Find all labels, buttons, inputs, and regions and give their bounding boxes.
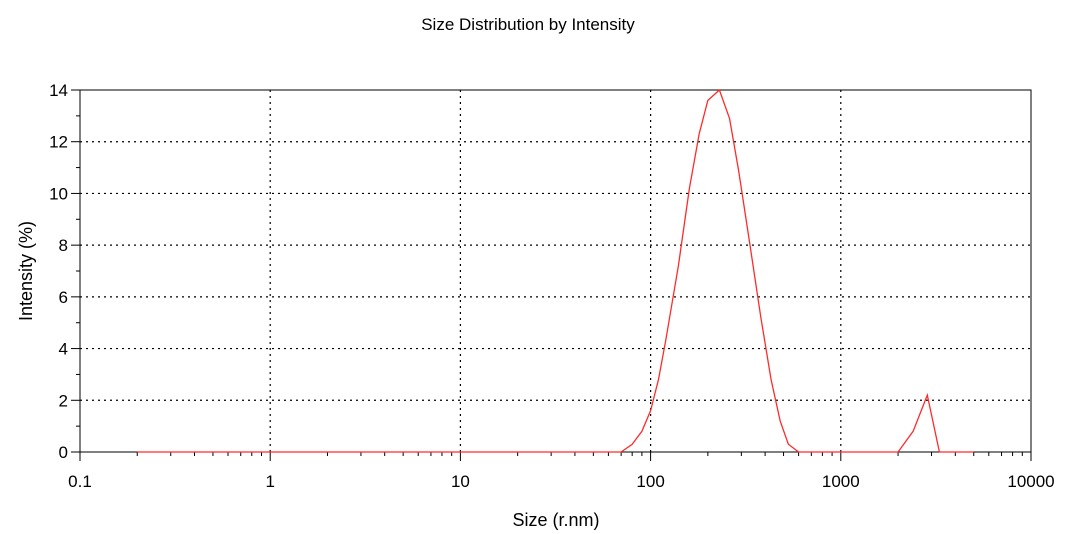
y-tick-label: 12 bbox=[49, 133, 68, 152]
y-tick-label: 8 bbox=[59, 236, 68, 255]
x-tick-label: 10 bbox=[451, 472, 470, 491]
series-line bbox=[137, 88, 974, 453]
y-tick-label: 4 bbox=[59, 340, 68, 359]
x-tick-label: 1 bbox=[265, 472, 274, 491]
y-tick-label: 10 bbox=[49, 184, 68, 203]
tick-layer bbox=[71, 89, 1032, 461]
plot-frame bbox=[79, 89, 1032, 453]
y-tick-label: 6 bbox=[59, 288, 68, 307]
x-axis-label: Size (r.nm) bbox=[512, 510, 599, 530]
y-tick-label: 14 bbox=[49, 81, 68, 100]
grid-layer bbox=[80, 90, 1031, 452]
x-tick-label: 100 bbox=[636, 472, 664, 491]
x-tick-label: 0.1 bbox=[68, 472, 92, 491]
x-tick-label: 1000 bbox=[822, 472, 860, 491]
tick-label-layer: 0.1 1 10 100 1000 10000 0 2 4 6 8 10 12 14 bbox=[49, 81, 1055, 491]
chart-title: Size Distribution by Intensity bbox=[421, 15, 635, 34]
y-tick-label: 0 bbox=[59, 443, 68, 462]
x-tick-label: 10000 bbox=[1007, 472, 1054, 491]
y-axis-label: Intensity (%) bbox=[16, 221, 36, 321]
y-tick-label: 2 bbox=[59, 391, 68, 410]
